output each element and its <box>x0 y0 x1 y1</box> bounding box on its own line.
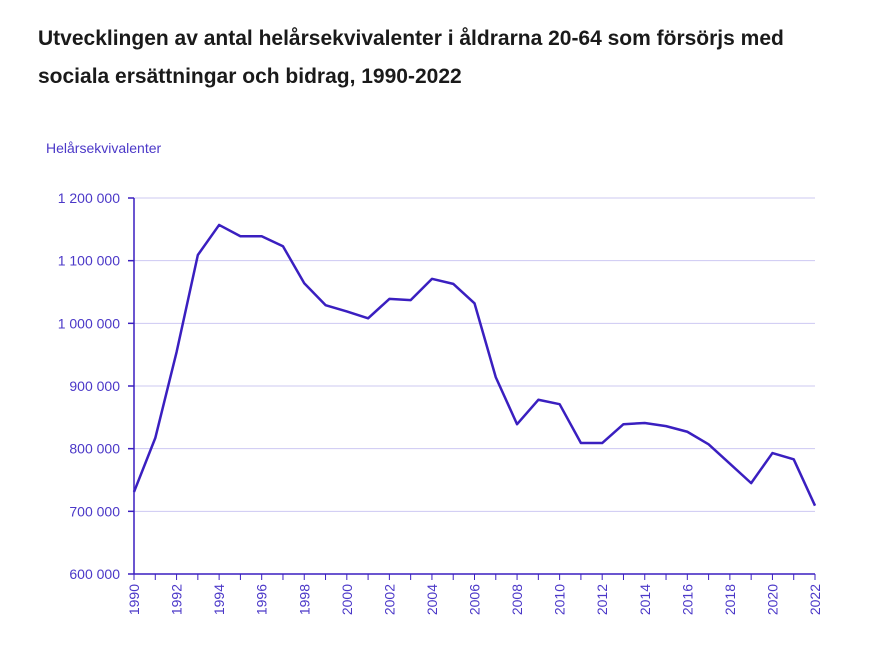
x-tick-label: 1994 <box>211 584 227 615</box>
x-tick-label: 2016 <box>679 584 695 615</box>
y-tick-label: 600 000 <box>69 566 120 582</box>
y-tick-label: 1 000 000 <box>58 315 120 331</box>
series-line <box>132 223 817 507</box>
x-tick-label: 2004 <box>424 584 440 615</box>
x-tick-label: 2010 <box>552 584 568 615</box>
x-tick-label: 1990 <box>126 584 142 615</box>
x-tick-label: 2022 <box>807 584 823 615</box>
x-tick-label: 2006 <box>467 584 483 615</box>
x-tick-label: 2012 <box>594 584 610 615</box>
y-tick-label: 1 200 000 <box>58 190 120 206</box>
x-tick-label: 1992 <box>169 584 185 615</box>
x-tick-label: 2014 <box>637 584 653 615</box>
x-tick-label: 2018 <box>722 584 738 615</box>
x-tick-label: 1996 <box>254 584 270 615</box>
x-tick-label: 2000 <box>339 584 355 615</box>
y-axis-label: Helårsekvivalenter <box>46 140 161 156</box>
y-tick-label: 800 000 <box>69 441 120 457</box>
x-tick-label: 2020 <box>764 584 780 615</box>
y-tick-label: 700 000 <box>69 503 120 519</box>
y-tick-label: 900 000 <box>69 378 120 394</box>
x-tick-label: 2008 <box>509 584 525 615</box>
y-tick-label: 1 100 000 <box>58 253 120 269</box>
chart-title: Utvecklingen av antal helårsekvivalenter… <box>38 27 784 88</box>
x-tick-label: 1998 <box>296 584 312 615</box>
x-tick-label: 2002 <box>381 584 397 615</box>
